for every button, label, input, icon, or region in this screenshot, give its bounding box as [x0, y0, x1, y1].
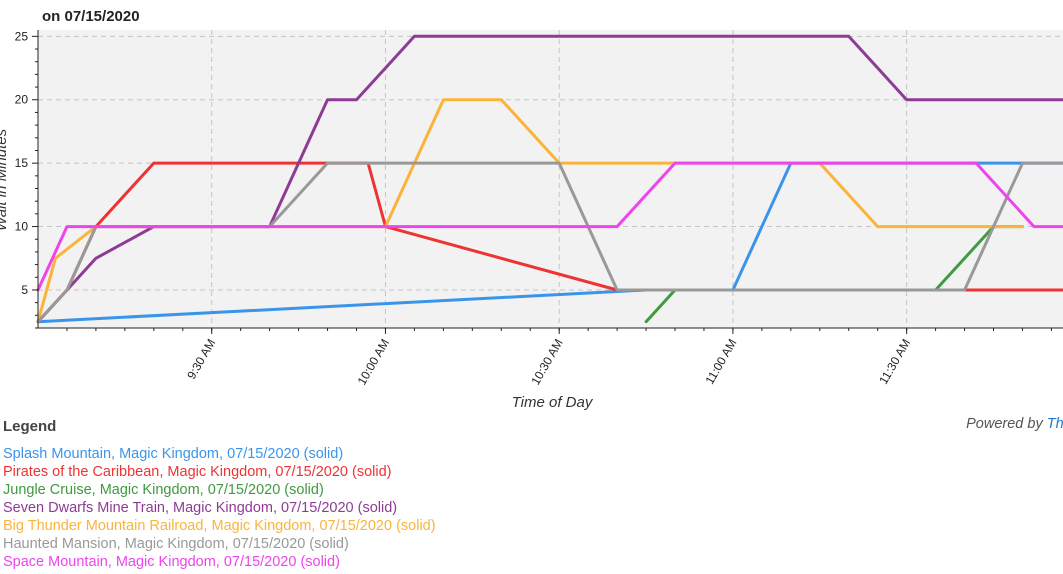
powered-by: Powered by Thrill- [966, 416, 1063, 432]
legend-item-6: Space Mountain, Magic Kingdom, 07/15/202… [3, 554, 340, 570]
powered-by-link[interactable]: Thrill- [1046, 416, 1063, 432]
plot-area [38, 30, 1063, 328]
y-tick-label: 10 [15, 220, 29, 234]
x-tick-label: 10:30 AM [528, 336, 565, 387]
legend-item-1: Pirates of the Caribbean, Magic Kingdom,… [3, 464, 392, 480]
chart-title: on 07/15/2020 [42, 8, 140, 25]
x-tick-label: 11:30 AM [876, 336, 913, 386]
legend-item-3: Seven Dwarfs Mine Train, Magic Kingdom, … [3, 500, 398, 516]
y-tick-label: 20 [15, 93, 29, 107]
y-tick-label: 5 [21, 283, 28, 297]
powered-by-prefix: Powered by [966, 416, 1047, 432]
legend-item-4: Big Thunder Mountain Railroad, Magic Kin… [3, 518, 436, 534]
legend-title: Legend [3, 418, 57, 435]
y-axis-label: Wait in Minutes [0, 128, 10, 231]
x-tick-label: 9:30 AM [184, 337, 218, 382]
legend-item-5: Haunted Mansion, Magic Kingdom, 07/15/20… [3, 536, 349, 552]
x-axis-label: Time of Day [512, 394, 594, 410]
series-line-5 [36, 161, 1063, 324]
series-line-6 [36, 161, 1063, 292]
series-line-3 [36, 34, 1063, 324]
legend-items: Splash Mountain, Magic Kingdom, 07/15/20… [3, 445, 436, 571]
wait-time-chart: on 07/15/2020 5 10 15 20 25 9:30 AM 10:00 AM 10… [0, 8, 1063, 410]
x-tick-label: 10:00 AM [355, 336, 392, 387]
y-tick-label: 15 [15, 156, 29, 170]
legend: Legend Splash Mountain, Magic Kingdom, 0… [3, 418, 436, 571]
legend-item-2: Jungle Cruise, Magic Kingdom, 07/15/2020… [3, 482, 324, 498]
x-tick-label: 11:00 AM [702, 336, 739, 386]
series-line-4 [36, 98, 1024, 324]
series-lines [36, 34, 1063, 324]
y-tick-label: 25 [15, 29, 29, 43]
legend-item-0: Splash Mountain, Magic Kingdom, 07/15/20… [3, 446, 344, 462]
grid-lines [38, 30, 1063, 328]
